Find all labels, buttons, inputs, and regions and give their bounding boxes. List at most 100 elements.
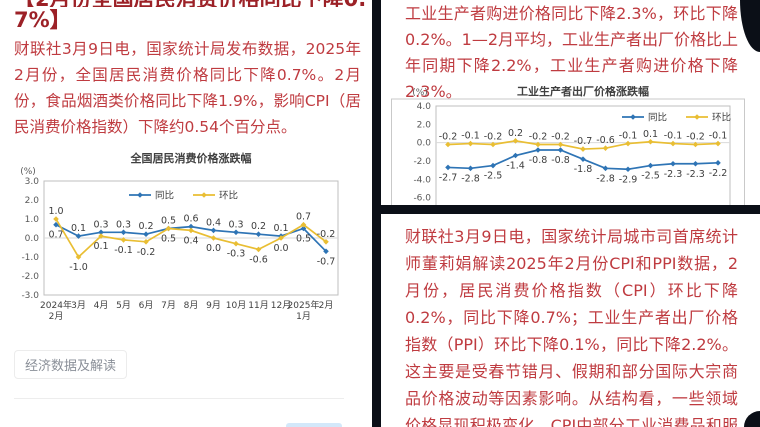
svg-text:4月: 4月 — [94, 300, 109, 311]
svg-text:环比: 环比 — [219, 190, 238, 202]
svg-text:-2.9: -2.9 — [619, 174, 638, 185]
svg-text:(%): (%) — [20, 167, 36, 177]
svg-text:0.4: 0.4 — [183, 235, 198, 246]
headline-line1: 【2月份全国居民消费价格同比下降0. — [14, 0, 366, 7]
svg-text:2025年: 2025年 — [288, 299, 320, 311]
divider — [14, 398, 344, 399]
svg-text:-0.2: -0.2 — [686, 132, 705, 143]
svg-text:0.0: 0.0 — [25, 234, 40, 244]
svg-text:0.2: 0.2 — [138, 221, 153, 232]
svg-text:10月: 10月 — [226, 300, 246, 311]
svg-text:-0.3: -0.3 — [227, 249, 246, 260]
svg-text:0.7: 0.7 — [48, 230, 63, 241]
cpi-article-body: 财联社3月9日电，国家统计局发布数据，2025年2月份，全国居民消费价格同比下降… — [14, 40, 361, 136]
svg-text:-2.8: -2.8 — [596, 173, 615, 184]
svg-text:-0.2: -0.2 — [137, 247, 156, 258]
svg-text:9月: 9月 — [206, 300, 221, 311]
svg-text:-4.0: -4.0 — [413, 175, 431, 185]
svg-text:0.1: 0.1 — [643, 129, 658, 140]
svg-text:同比: 同比 — [648, 112, 667, 124]
svg-text:0.0: 0.0 — [417, 139, 432, 149]
svg-text:-2.0: -2.0 — [21, 272, 39, 282]
svg-text:1.0: 1.0 — [48, 206, 63, 217]
svg-text:0.4: 0.4 — [206, 217, 221, 228]
svg-text:-2.8: -2.8 — [461, 173, 480, 184]
svg-text:-1.8: -1.8 — [574, 164, 593, 175]
svg-text:2.0: 2.0 — [25, 196, 40, 206]
svg-text:0.1: 0.1 — [71, 223, 86, 234]
svg-text:-2.5: -2.5 — [484, 171, 503, 182]
svg-text:-0.7: -0.7 — [317, 256, 336, 267]
ppi-line-chart: 工业生产者出厂价格涨跌幅(%)4.02.00.0-2.0-4.0-6.0-8.0… — [390, 84, 746, 205]
svg-text:-0.1: -0.1 — [461, 131, 480, 142]
svg-text:2月: 2月 — [319, 300, 334, 311]
svg-text:-1.0: -1.0 — [21, 253, 39, 263]
svg-text:0.3: 0.3 — [228, 219, 243, 230]
corner-cut-bottom-right — [744, 411, 760, 427]
svg-text:3月: 3月 — [71, 300, 86, 311]
svg-text:-6.0: -6.0 — [413, 194, 431, 204]
cpi-line-chart: 全国居民消费价格涨跌幅 (%) 3.0 2.0 1.0 0.0 -1.0 -2.0 -3.0 0.… — [4, 150, 360, 332]
headline-line2: 7%】 — [14, 8, 71, 32]
svg-text:0.1: 0.1 — [273, 223, 288, 234]
svg-text:-0.8: -0.8 — [551, 155, 570, 166]
svg-text:6月: 6月 — [139, 300, 154, 311]
svg-text:2024年: 2024年 — [40, 299, 72, 311]
svg-text:环比: 环比 — [712, 112, 731, 124]
svg-text:-0.7: -0.7 — [574, 136, 593, 147]
svg-text:-0.6: -0.6 — [596, 135, 615, 146]
svg-text:-0.2: -0.2 — [529, 132, 548, 143]
ppi-article-panel: 工业生产者购进价格同比下降2.3%，环比下降0.2%。1—2月平均，工业生产者出… — [381, 0, 760, 205]
cpi-article-panel: 【2月份全国居民消费价格同比下降0. 7%】 财联社3月9日电，国家统计局发布数… — [0, 0, 372, 427]
interpretation-article-body: 财联社3月9日电，国家统计局城市司首席统计师董莉娟解读2025年2月份CPI和P… — [405, 227, 738, 427]
svg-text:-0.2: -0.2 — [551, 132, 570, 143]
svg-text:-2.5: -2.5 — [641, 171, 660, 182]
svg-text:11月: 11月 — [248, 300, 268, 311]
svg-text:0.0: 0.0 — [273, 243, 288, 254]
svg-text:同比: 同比 — [155, 190, 174, 202]
headline-clipped-line: 【2月份全国居民消费价格同比下降0. — [14, 0, 366, 7]
svg-text:0.2: 0.2 — [508, 128, 523, 139]
svg-text:-0.6: -0.6 — [249, 254, 268, 265]
svg-text:0.0: 0.0 — [206, 243, 221, 254]
svg-text:-0.1: -0.1 — [114, 245, 133, 256]
svg-text:12月: 12月 — [271, 300, 291, 311]
svg-text:-2.3: -2.3 — [664, 169, 683, 180]
svg-text:-0.2: -0.2 — [317, 229, 336, 240]
topic-tag[interactable]: 经济数据及解读 — [14, 350, 128, 379]
svg-text:5月: 5月 — [116, 300, 131, 311]
svg-text:0.1: 0.1 — [93, 241, 108, 252]
svg-text:3.0: 3.0 — [25, 177, 40, 187]
svg-text:(%): (%) — [412, 88, 428, 98]
svg-text:1月: 1月 — [296, 311, 311, 322]
svg-text:0.5: 0.5 — [161, 234, 176, 245]
svg-text:-3.0: -3.0 — [21, 291, 39, 301]
partial-button[interactable] — [286, 423, 342, 427]
svg-text:7月: 7月 — [161, 300, 176, 311]
svg-text:2.0: 2.0 — [417, 120, 432, 130]
svg-text:0.5: 0.5 — [161, 216, 176, 227]
svg-text:8月: 8月 — [184, 300, 199, 311]
svg-text:4.0: 4.0 — [417, 102, 432, 112]
svg-text:0.5: 0.5 — [296, 234, 311, 245]
svg-text:0.3: 0.3 — [116, 219, 131, 230]
svg-text:-0.1: -0.1 — [664, 131, 683, 142]
svg-text:-1.4: -1.4 — [506, 161, 525, 172]
svg-text:0.6: 0.6 — [183, 214, 198, 225]
svg-text:-2.7: -2.7 — [439, 172, 458, 183]
svg-text:1.0: 1.0 — [25, 215, 40, 225]
svg-text:0.2: 0.2 — [251, 221, 266, 232]
svg-text:2月: 2月 — [49, 311, 64, 322]
svg-text:-0.2: -0.2 — [484, 132, 503, 143]
svg-text:-2.2: -2.2 — [709, 168, 728, 179]
interpretation-article-panel: 财联社3月9日电，国家统计局城市司首席统计师董莉娟解读2025年2月份CPI和P… — [381, 214, 760, 427]
svg-text:-0.8: -0.8 — [529, 155, 548, 166]
svg-text:-1.0: -1.0 — [69, 262, 88, 273]
svg-text:-0.1: -0.1 — [709, 131, 728, 142]
svg-text:-0.1: -0.1 — [619, 131, 638, 142]
svg-text:0.3: 0.3 — [93, 219, 108, 230]
ppi-article-body: 工业生产者购进价格同比下降2.3%，环比下降0.2%。1—2月平均，工业生产者出… — [405, 4, 739, 101]
svg-text:全国居民消费价格涨跌幅: 全国居民消费价格涨跌幅 — [130, 151, 252, 165]
svg-text:-0.2: -0.2 — [439, 132, 458, 143]
